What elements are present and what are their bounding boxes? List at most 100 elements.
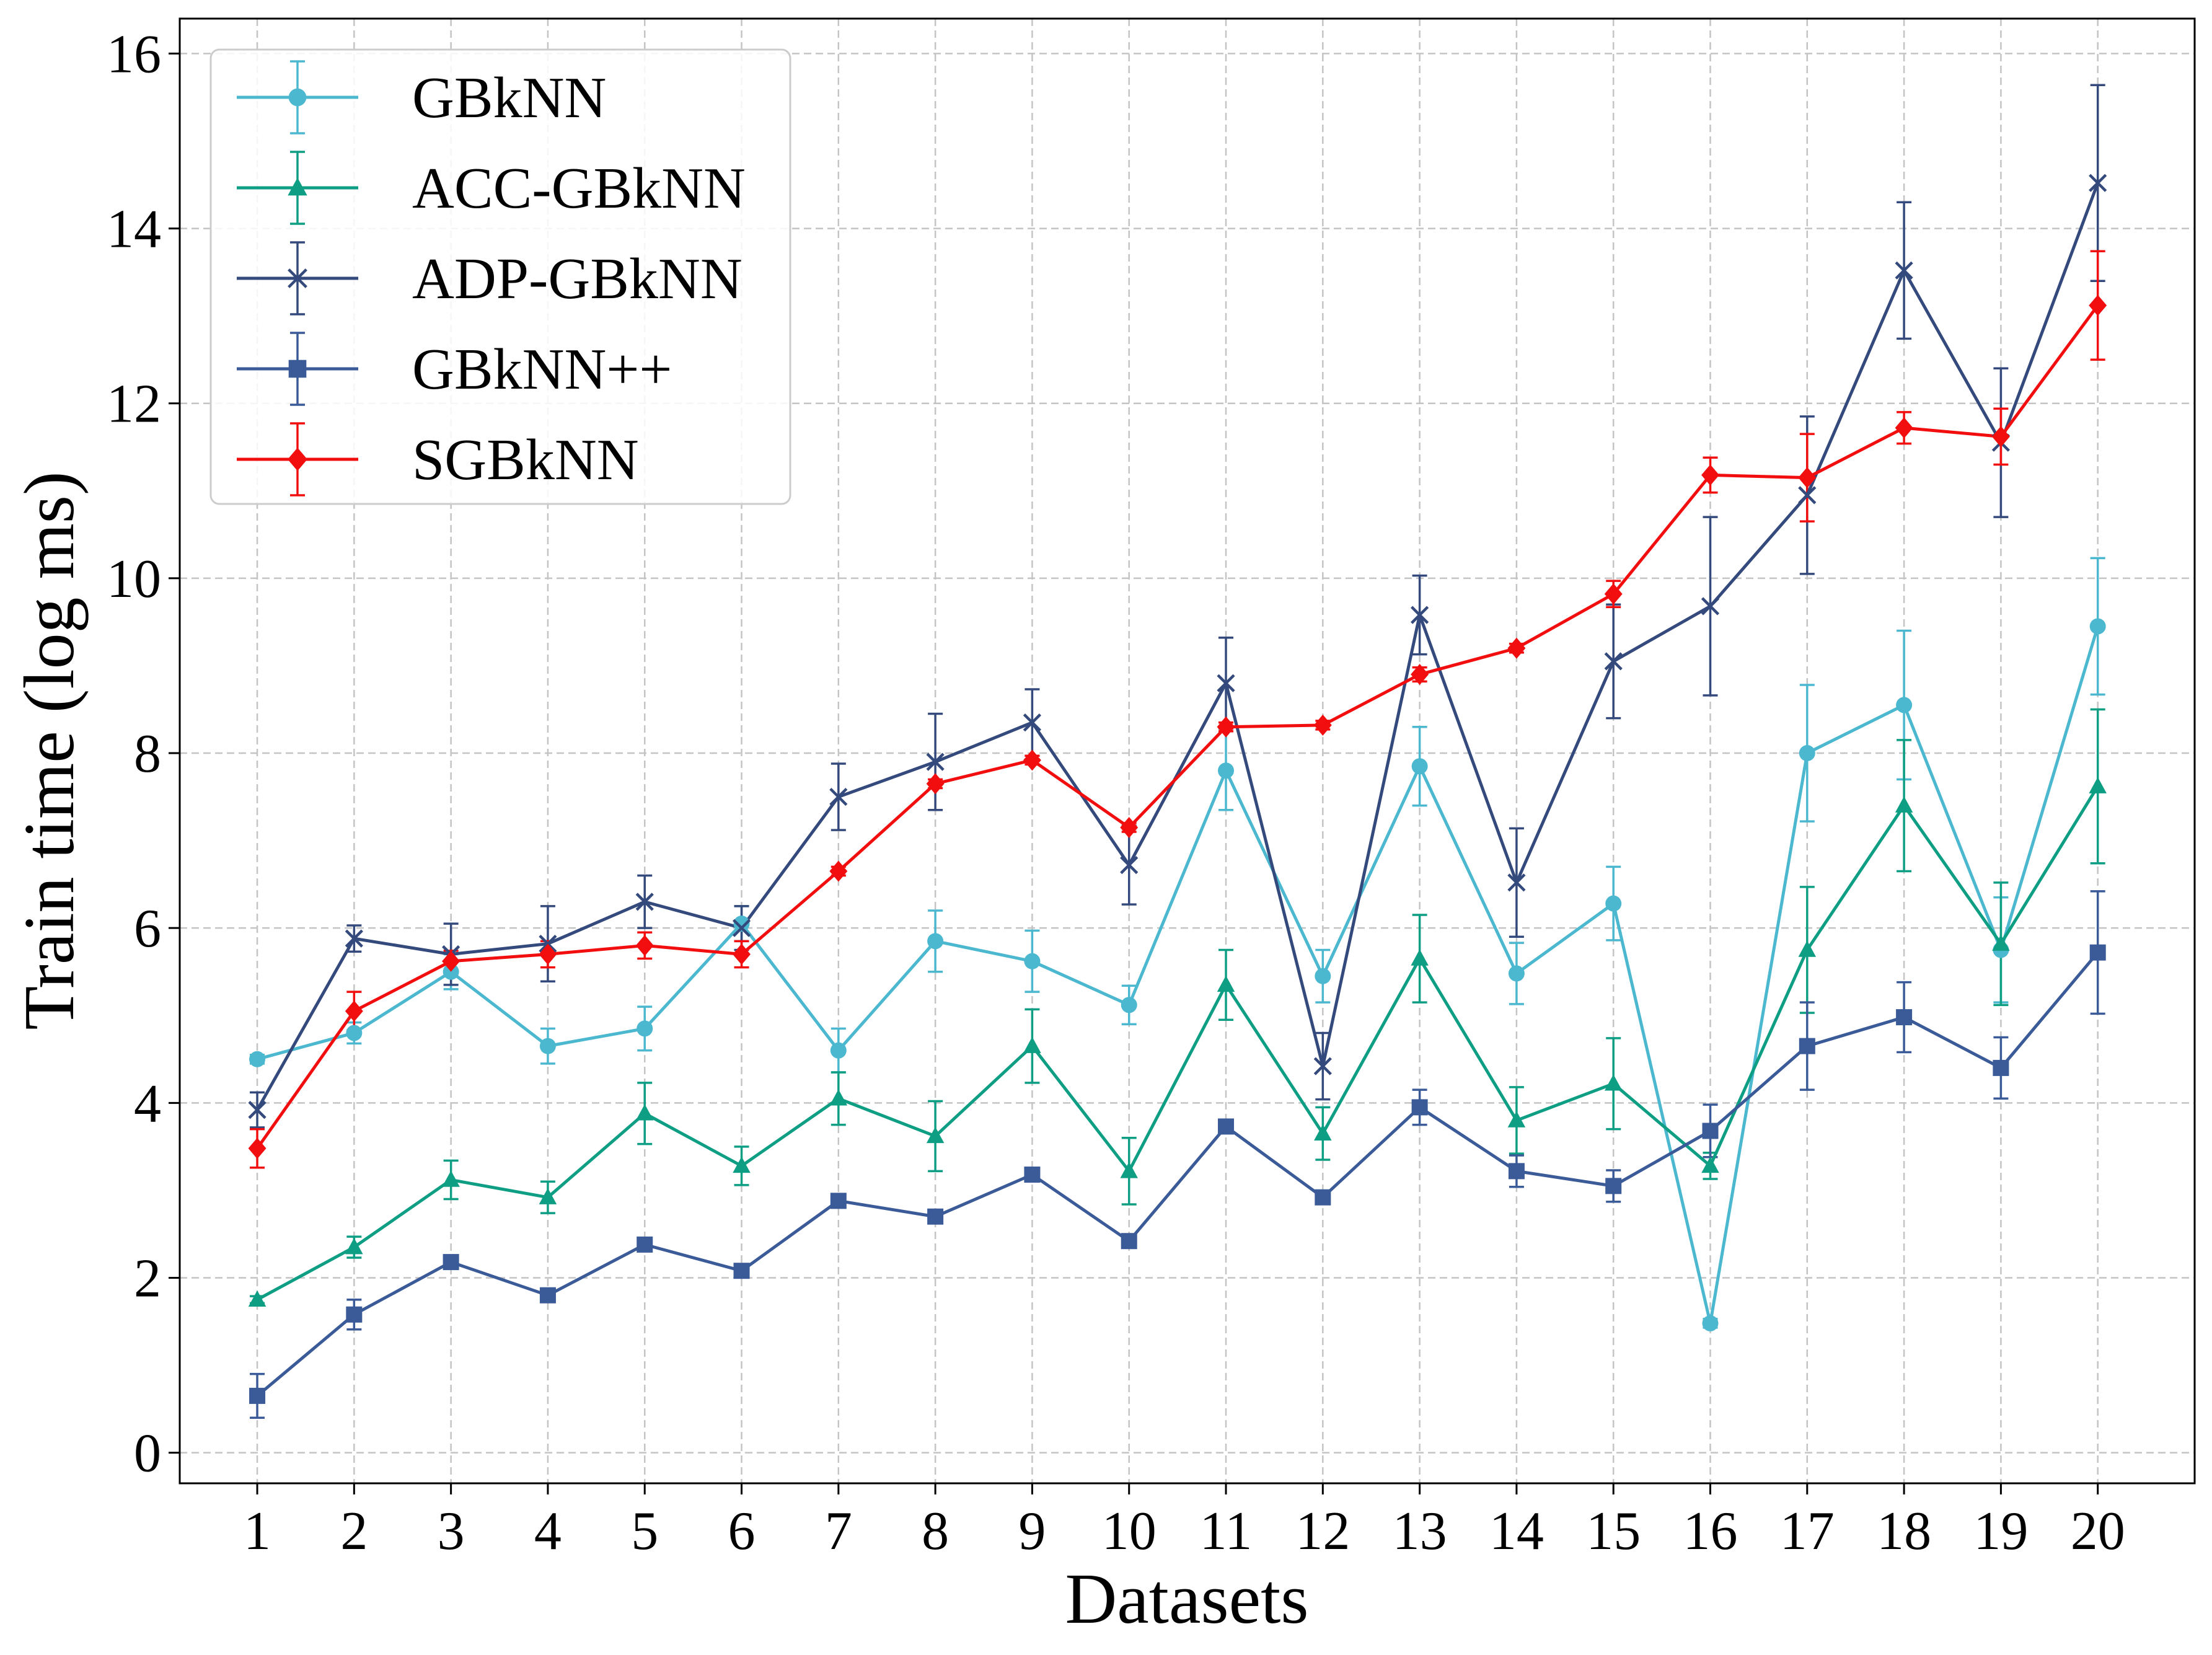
data-point (539, 1038, 556, 1054)
data-point (830, 1042, 847, 1059)
data-point (442, 950, 460, 972)
data-point (1701, 1156, 1719, 1173)
data-point (345, 1000, 363, 1022)
y-tick-label: 8 (134, 724, 161, 784)
data-point (1991, 426, 2010, 448)
data-point (926, 773, 945, 795)
series-line-2 (255, 182, 2100, 1111)
data-point (1218, 762, 1235, 779)
x-tick-label: 9 (1018, 1501, 1046, 1561)
data-point (635, 893, 654, 911)
data-point (1024, 1167, 1041, 1183)
data-point (927, 1208, 944, 1225)
x-tick-label: 6 (728, 1501, 756, 1561)
data-point (1314, 1124, 1332, 1141)
x-tick-label: 1 (244, 1501, 271, 1561)
data-point (830, 1193, 847, 1209)
data-point (1313, 1057, 1332, 1075)
data-point (443, 1254, 459, 1271)
data-point (829, 787, 848, 806)
data-point (248, 1137, 267, 1159)
data-point (1217, 716, 1235, 738)
data-point (733, 1156, 751, 1173)
data-point (1799, 745, 1815, 762)
y-tick-label: 10 (107, 549, 161, 609)
x-tick-label: 14 (1489, 1501, 1544, 1561)
data-point (1411, 758, 1428, 775)
data-point (1507, 1111, 1526, 1128)
data-point (1798, 940, 1817, 957)
data-point (926, 752, 945, 771)
legend-marker (288, 360, 307, 378)
data-point (1896, 1009, 1913, 1026)
data-point (2089, 777, 2107, 793)
x-tick-label: 4 (534, 1501, 562, 1561)
x-tick-label: 13 (1393, 1501, 1447, 1561)
data-point (1895, 261, 1913, 280)
x-tick-label: 19 (1973, 1501, 2028, 1561)
data-point (1508, 1163, 1525, 1180)
data-point (637, 1236, 653, 1253)
data-point (1896, 697, 1913, 713)
data-point (829, 1089, 848, 1106)
data-point (249, 1387, 266, 1404)
legend-label: SGBkNN (412, 428, 639, 492)
data-point (249, 1051, 266, 1067)
legend-marker (288, 268, 307, 288)
data-point (1605, 895, 1622, 912)
data-point (1604, 652, 1623, 671)
data-point (2089, 944, 2106, 961)
legend-entry: SGBkNN (237, 422, 639, 496)
data-point (1217, 674, 1235, 692)
data-point (635, 935, 654, 956)
data-point (1023, 749, 1041, 771)
data-point (2089, 174, 2107, 192)
legend-marker (288, 88, 307, 107)
data-point (1798, 486, 1817, 505)
data-point (1701, 464, 1719, 486)
legend-entry: ADP-GBkNN (237, 241, 742, 316)
data-point (2089, 294, 2107, 316)
data-point (346, 1025, 363, 1041)
data-point (1702, 1315, 1719, 1331)
x-axis-title: Datasets (1065, 1560, 1309, 1639)
data-point (1411, 664, 1429, 686)
axes: 1 2 3 4 5 6 7 8 9 10 11 12 13 14 15 16 17 18 19 20024681012… (107, 24, 2125, 1561)
x-tick-label: 8 (922, 1501, 949, 1561)
y-axis-title: Train time (log ms) (10, 471, 89, 1030)
x-tick-label: 5 (631, 1501, 658, 1561)
data-point (1799, 1038, 1815, 1054)
x-tick-label: 16 (1683, 1501, 1738, 1561)
data-point (1507, 637, 1526, 659)
series-lines (255, 182, 2100, 1397)
data-point (733, 1263, 750, 1279)
data-point (1702, 1123, 1719, 1139)
series-line-0 (257, 625, 2100, 1325)
data-point (733, 943, 751, 965)
data-point (1313, 714, 1332, 736)
data-point (1121, 997, 1137, 1013)
data-point (442, 1170, 460, 1187)
series-line-1 (256, 785, 2099, 1301)
legend-marker (288, 177, 307, 196)
data-point (1993, 1059, 2009, 1076)
data-point (1798, 467, 1817, 488)
data-point (345, 1238, 363, 1255)
legend-label: ACC-GBkNN (412, 156, 746, 221)
y-tick-label: 12 (107, 374, 161, 435)
y-tick-label: 4 (134, 1074, 161, 1134)
data-point (1218, 1118, 1235, 1135)
data-point (1315, 1189, 1331, 1206)
data-point (345, 929, 363, 948)
data-point (829, 860, 848, 882)
x-tick-label: 18 (1877, 1501, 1931, 1561)
x-tick-label: 7 (825, 1501, 852, 1561)
data-point (539, 943, 557, 965)
data-point (346, 1306, 363, 1323)
series-markers (248, 174, 2107, 1404)
data-point (248, 1290, 267, 1307)
data-point (732, 919, 751, 937)
x-tick-label: 20 (2071, 1501, 2125, 1561)
x-tick-label: 2 (340, 1501, 368, 1561)
